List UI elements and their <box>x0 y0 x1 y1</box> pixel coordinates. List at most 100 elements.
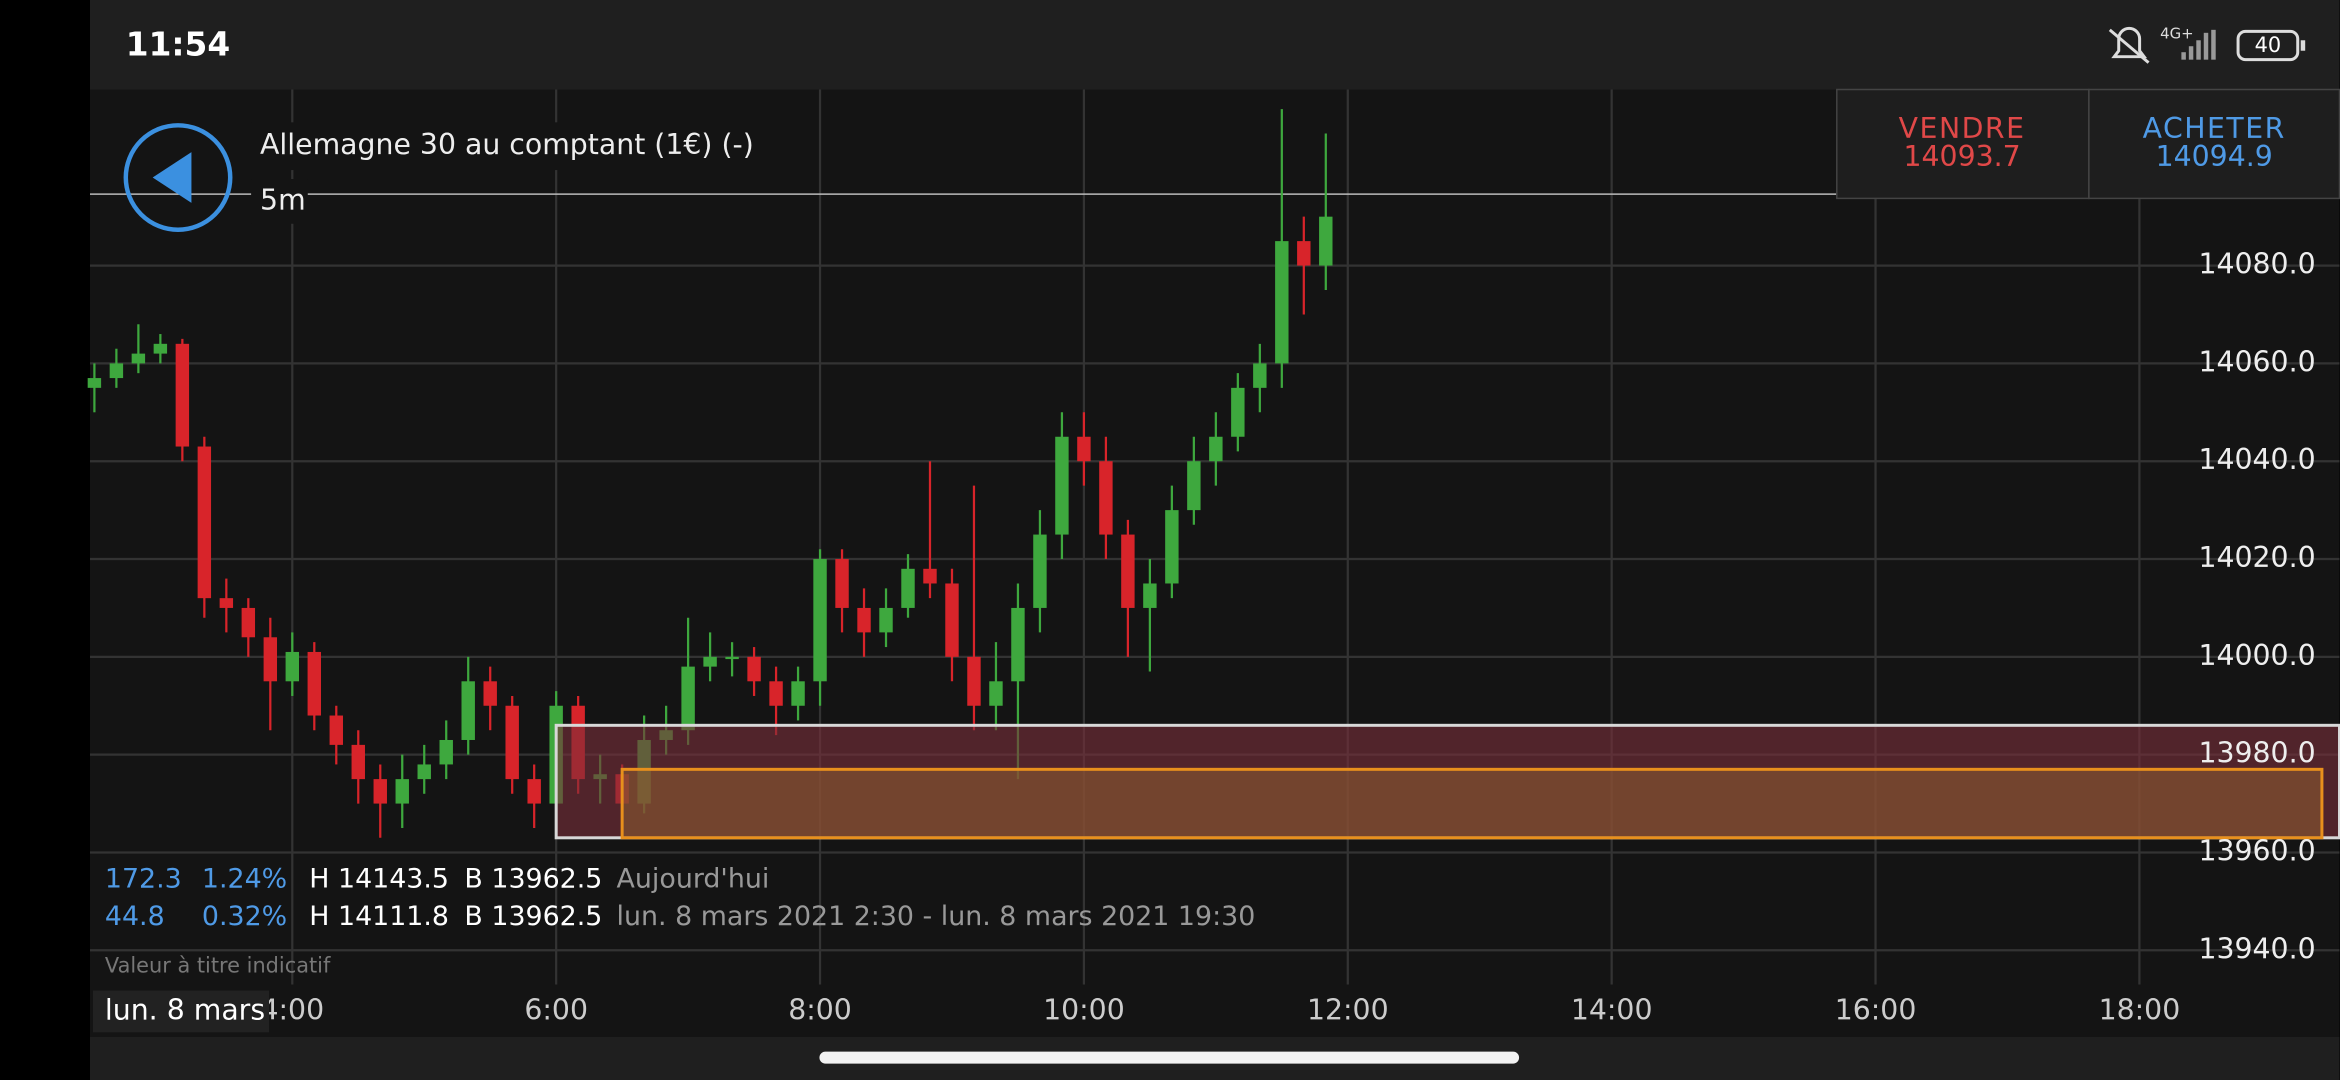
candle-body <box>989 681 1003 706</box>
candle-body <box>725 656 739 660</box>
battery-tip <box>2300 40 2306 51</box>
candle-body <box>197 446 212 599</box>
x-tick-label: 12:00 <box>1307 993 1389 1026</box>
y-tick-label: 14040.0 <box>2198 443 2315 476</box>
interval[interactable]: 5m <box>260 183 306 216</box>
stat-value: Aujourd'hui <box>617 864 770 895</box>
stat-value: 44.8 <box>105 901 165 932</box>
candle-body <box>835 559 849 608</box>
back-button[interactable] <box>123 123 233 232</box>
stats: 172.3 1.24% H 14143.5 B 13962.5 Aujourd'hui 4… <box>105 864 1255 932</box>
candle-body <box>219 598 234 608</box>
candle-body <box>351 744 365 780</box>
mute-icon <box>2108 26 2150 64</box>
candle-body <box>1209 436 1223 462</box>
candle-body <box>87 378 102 388</box>
x-tick-label: 18:00 <box>2099 993 2181 1026</box>
candle-body <box>1165 510 1179 584</box>
battery-outline <box>2236 29 2300 62</box>
candle-body <box>1253 363 1267 388</box>
candle-body <box>791 681 805 706</box>
x-tick-label: 6:00 <box>524 993 588 1026</box>
candle-body <box>175 343 190 447</box>
signal-icon <box>2181 29 2216 60</box>
candle-body <box>1319 216 1333 266</box>
candle-body <box>373 779 387 804</box>
home-indicator[interactable] <box>819 1051 1520 1064</box>
stat-value: 0.32% <box>202 901 287 932</box>
candle-body <box>527 779 541 804</box>
candle-body <box>1187 461 1201 511</box>
candle-body <box>967 656 981 706</box>
y-tick-label: 14060.0 <box>2198 345 2315 378</box>
buy-label: ACHETER <box>2143 112 2286 145</box>
candle-body <box>483 681 497 706</box>
y-tick-label: 13960.0 <box>2198 834 2315 867</box>
candle-body <box>307 651 322 716</box>
candle-body <box>1143 583 1157 608</box>
y-tick-label: 14000.0 <box>2198 639 2315 672</box>
price-zone <box>620 767 2324 840</box>
date-badge-bg <box>92 990 270 1033</box>
x-tick-label: 10:00 <box>1043 993 1125 1026</box>
buy-button[interactable]: ACHETER 14094.9 <box>2088 88 2340 200</box>
x-tick-label: 16:00 <box>1835 993 1917 1026</box>
candle-body <box>1121 534 1135 608</box>
x-tick-label: 14:00 <box>1571 993 1653 1026</box>
candle-body <box>1099 461 1113 535</box>
candle-body <box>857 607 871 633</box>
candle-body <box>131 353 146 364</box>
date-badge: lun. 8 mars <box>105 993 265 1026</box>
status-bar <box>90 0 2340 90</box>
candle-body <box>263 637 278 682</box>
candle-body <box>1297 241 1311 266</box>
candle-body <box>285 651 300 682</box>
disclaimer: Valeur à titre indicatif <box>105 954 331 978</box>
y-tick-label: 14020.0 <box>2198 541 2315 574</box>
candle-body <box>945 583 959 657</box>
candle-body <box>681 666 695 731</box>
stat-value: H 14143.5 <box>309 864 449 895</box>
battery-level: 40 <box>2255 33 2282 57</box>
candle-body <box>901 568 915 608</box>
candle-body <box>1077 436 1091 462</box>
y-tick-label: 13980.0 <box>2198 737 2315 770</box>
x-tick-label: 8:00 <box>788 993 852 1026</box>
chart-area <box>90 89 2340 1037</box>
stat-value: H 14111.8 <box>309 901 449 932</box>
candle-body <box>769 681 783 706</box>
y-tick-label: 13940.0 <box>2198 932 2315 965</box>
x-tick-label: 4:00 <box>260 993 324 1026</box>
network: 4G+ <box>2160 24 2194 42</box>
sell-price: 14093.7 <box>1904 140 2021 173</box>
candle-body <box>153 343 168 354</box>
sell-label: VENDRE <box>1899 112 2026 145</box>
stat-value: B 13962.5 <box>464 901 602 932</box>
candle-body <box>109 363 124 379</box>
candle-body <box>417 764 431 780</box>
instrument-title: Allemagne 30 au comptant (1€) (-) <box>260 128 754 161</box>
candle-body <box>879 607 893 633</box>
stat-value: lun. 8 mars 2021 2:30 - lun. 8 mars 2021… <box>617 901 1256 932</box>
candle-body <box>1011 607 1025 682</box>
candle-body <box>1033 534 1047 608</box>
candle-body <box>505 705 519 780</box>
candle-body <box>703 656 717 667</box>
candle-body <box>395 779 409 804</box>
plot <box>87 89 2340 985</box>
candle-body <box>1055 436 1069 535</box>
stat-value: 1.24% <box>202 864 287 895</box>
stat-value: B 13962.5 <box>464 864 602 895</box>
clock: 11:54 <box>126 26 230 64</box>
candle-body <box>923 568 937 584</box>
sell-button[interactable]: VENDRE 14093.7 <box>1836 88 2090 200</box>
candle-body <box>241 607 256 638</box>
candle-body <box>1231 387 1245 437</box>
title-bg <box>251 122 726 171</box>
candle-body <box>747 656 761 682</box>
candle-body <box>329 715 343 745</box>
candle-body <box>813 559 827 682</box>
y-tick-label: 14080.0 <box>2198 248 2315 281</box>
